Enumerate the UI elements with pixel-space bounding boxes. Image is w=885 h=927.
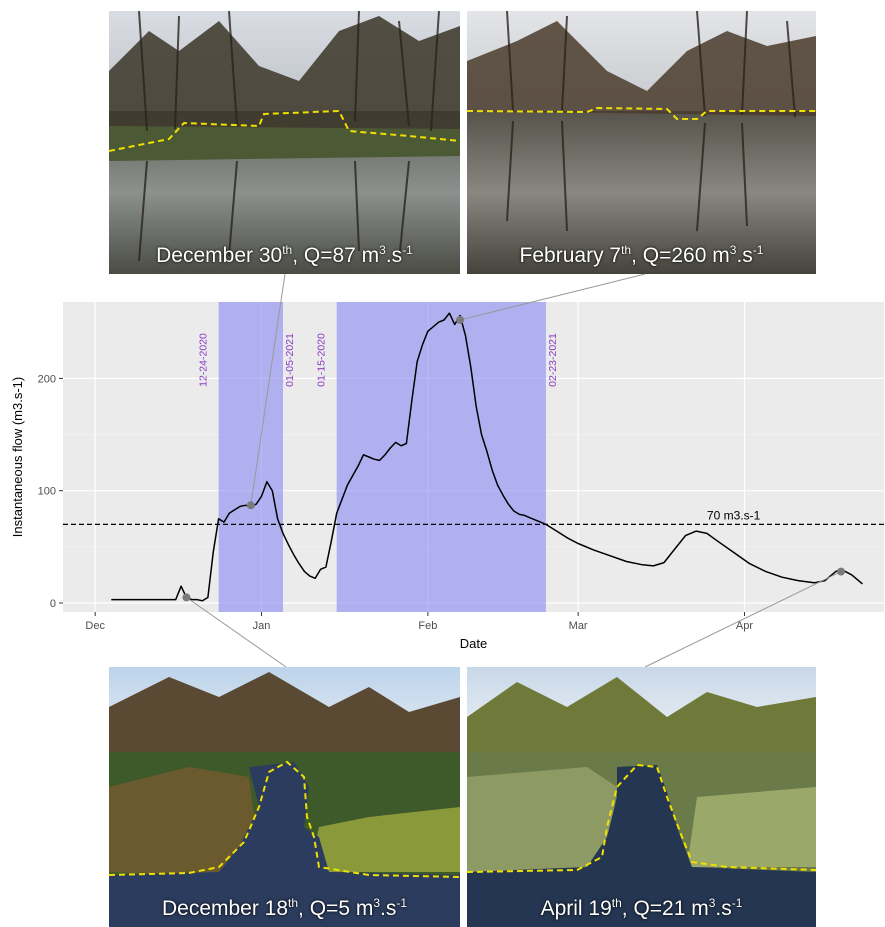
photo-marker [246,501,255,510]
photo-caption: December 18th, Q=5 m3.s-1 [161,896,408,920]
y-tick-label: 100 [38,486,56,498]
flood-outline [467,763,816,873]
period-date-label: 02-23-2021 [547,333,559,387]
photo-connector [459,273,646,321]
shaded-period [336,302,546,612]
photo-marker [837,567,846,576]
x-tick-label: Dec [85,620,105,632]
x-tick-label: Feb [418,620,437,632]
photo-marker [182,593,191,602]
photo-connector [250,273,286,506]
photo-connector-lines [186,273,842,668]
flooded-river-photo [109,11,460,274]
photo-caption: February 7th, Q=260 m3.s-1 [519,243,764,267]
photo-april-19: April 19th, Q=21 m3.s-1 [467,667,816,927]
x-tick-label: Jan [253,620,271,632]
shaded-period [218,302,284,612]
x-tick-label: Mar [569,620,588,632]
photo-caption: December 30th, Q=87 m3.s-1 [156,243,413,267]
low-flow-river-photo [109,667,460,927]
y-tick-label: 0 [50,598,56,610]
flow-series-line [111,312,863,602]
flood-outline [109,760,460,878]
photo-caption: April 19th, Q=21 m3.s-1 [540,896,743,920]
photo-markers [182,315,846,602]
photo-connector [186,596,287,668]
period-date-label: 01-05-2021 [284,333,296,387]
shaded-periods: 12-24-2020 01-05-2021 01-15-2020 02-23-2021 [198,302,559,612]
photo-february-7: February 7th, Q=260 m3.s-1 [467,11,816,274]
period-date-label: 01-15-2020 [316,333,328,387]
x-axis-title: Date [460,636,487,651]
photo-marker [456,315,465,324]
low-flow-river-photo [467,667,816,927]
photo-december-30: December 30th, Q=87 m3.s-1 [109,11,460,274]
threshold-label: 70 m3.s-1 [707,508,761,522]
x-tick-label: Apr [736,620,753,632]
photo-december-18: December 18th, Q=5 m3.s-1 [109,667,460,927]
flood-outline [467,106,816,120]
y-tick-label: 200 [38,373,56,385]
axes: 0 100 200 Dec Jan Feb Mar Apr [38,373,754,632]
y-axis-title: Instantaneous flow (m3.s-1) [10,377,25,537]
period-date-label: 12-24-2020 [198,333,210,387]
flood-outline [109,109,460,152]
flooded-river-photo [467,11,816,274]
photo-connector [644,571,842,668]
